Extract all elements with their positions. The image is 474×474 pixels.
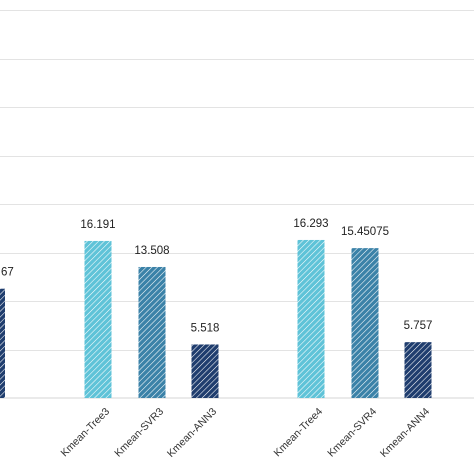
category-label: Kmean-ANN3 <box>165 406 219 460</box>
category-label: Kmean-Tree4 <box>272 406 326 460</box>
data-label: 15.45075 <box>341 226 389 238</box>
data-label: 67 <box>1 267 14 279</box>
category-label: Kmean-ANN4 <box>378 406 432 460</box>
bars-group <box>0 239 432 398</box>
bar <box>191 344 219 398</box>
data-label: 16.293 <box>293 218 328 230</box>
bar <box>138 266 166 398</box>
category-label: Kmean-Tree3 <box>59 406 113 460</box>
data-label: 5.757 <box>404 320 433 332</box>
bar <box>404 342 432 398</box>
value-labels-group: 67 16.191 13.508 5.518 16.293 15.45075 5.757 <box>1 218 432 335</box>
data-label: 13.508 <box>134 245 169 257</box>
category-label: Kmean-SVR4 <box>325 406 379 460</box>
bar <box>0 288 5 398</box>
data-label: 16.191 <box>80 219 115 231</box>
bar <box>297 239 325 398</box>
bar <box>351 248 379 398</box>
gridlines <box>0 10 474 399</box>
category-label: Kmean-SVR3 <box>112 406 166 460</box>
data-label: 5.518 <box>191 322 220 334</box>
bar <box>84 240 112 398</box>
